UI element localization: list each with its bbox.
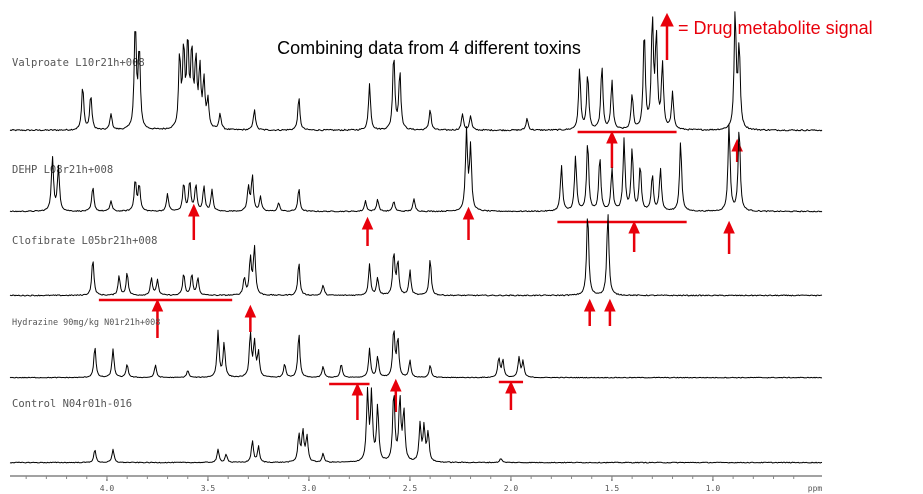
chart-title: Combining data from 4 different toxins <box>277 38 581 58</box>
spectrum-trace <box>9 11 823 132</box>
spectrum-trace <box>9 123 823 213</box>
red-up-arrow-icon <box>660 12 674 60</box>
metabolite-arrow-icon <box>583 298 596 326</box>
x-axis-unit-label: ppm <box>808 484 823 493</box>
metabolite-arrow-icon <box>505 380 517 410</box>
metabolite-arrow-icon <box>628 220 640 252</box>
x-tick-label: 3.5 <box>201 484 216 493</box>
legend: = Drug metabolite signal <box>660 12 873 60</box>
x-tick-label: 2.0 <box>504 484 519 493</box>
spectra-layer: Valproate L10r21h+008 DEHP L08r21h+008 Clo… <box>9 11 823 464</box>
x-axis: 4.0 3.5 3.0 2.5 2.0 1.5 1.0 ppm <box>10 475 823 493</box>
x-tick-label: 2.5 <box>403 484 418 493</box>
metabolite-arrow-icon <box>351 382 364 420</box>
x-tick-label: 1.0 <box>706 484 721 493</box>
spectrum-5: Control N04r01h-016 <box>9 386 823 464</box>
spectrum-2: DEHP L08r21h+008 <box>9 123 823 254</box>
spectrum-3: Clofibrate L05br21h+008 <box>9 214 823 338</box>
spectrum-label: Valproate L10r21h+008 <box>12 57 145 69</box>
metabolite-arrow-icon <box>361 216 374 246</box>
legend-label: = Drug metabolite signal <box>678 18 873 38</box>
spectrum-1: Valproate L10r21h+008 <box>9 11 823 168</box>
spectrum-label: Control N04r01h-016 <box>12 398 132 410</box>
spectrum-4: Hydrazine 90mg/kg N01r21h+008 <box>9 318 823 420</box>
spectrum-label: Hydrazine 90mg/kg N01r21h+008 <box>12 318 160 328</box>
x-tick-label: 4.0 <box>100 484 115 493</box>
metabolite-arrow-icon <box>606 130 618 168</box>
metabolite-arrow-icon <box>723 220 735 254</box>
x-tick-label: 3.0 <box>302 484 317 493</box>
spectrum-trace <box>9 386 823 464</box>
metabolite-arrow-icon <box>244 304 257 332</box>
spectrum-label: Clofibrate L05br21h+008 <box>12 235 157 247</box>
metabolite-arrow-icon <box>188 203 200 240</box>
metabolite-arrow-icon <box>390 378 402 412</box>
metabolite-arrow-icon <box>151 298 164 338</box>
metabolite-arrow-icon <box>462 206 475 240</box>
x-tick-label: 1.5 <box>605 484 620 493</box>
spectrum-label: DEHP L08r21h+008 <box>12 164 113 176</box>
spectrum-trace <box>9 329 823 379</box>
x-axis-ticks: 4.0 3.5 3.0 2.5 2.0 1.5 1.0 <box>25 476 795 493</box>
spectrum-trace <box>9 214 823 297</box>
metabolite-arrow-icon <box>604 298 616 326</box>
